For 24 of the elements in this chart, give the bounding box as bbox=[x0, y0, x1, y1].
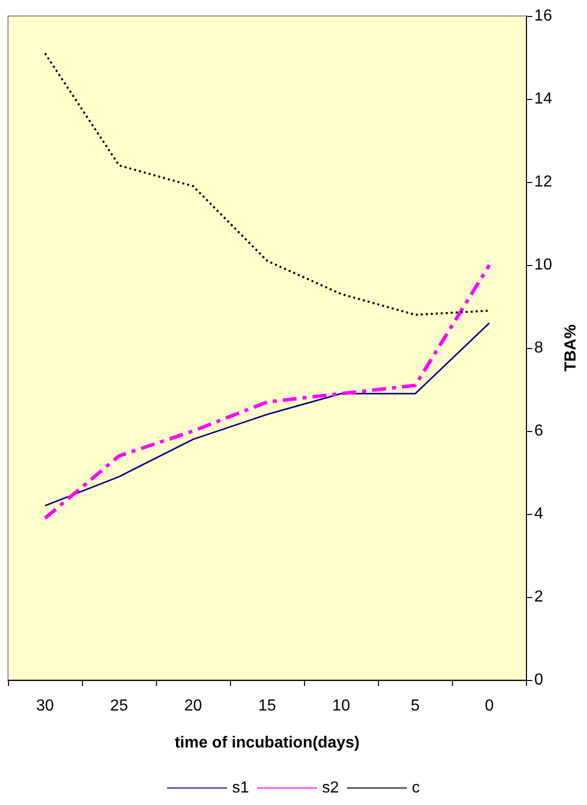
y-tick-label: 4 bbox=[534, 506, 544, 522]
x-axis-title: time of incubation(days) bbox=[174, 734, 360, 752]
legend-label: c bbox=[412, 780, 420, 796]
y-axis-title: TBA% bbox=[562, 324, 580, 372]
x-tick-label: 15 bbox=[258, 698, 276, 714]
y-tick-label: 14 bbox=[534, 90, 552, 108]
x-tick-label: 10 bbox=[332, 698, 350, 714]
x-tick-label: 5 bbox=[410, 698, 420, 714]
x-tick-label: 30 bbox=[36, 698, 54, 714]
y-tick-label: 8 bbox=[534, 340, 544, 356]
x-tick-label: 20 bbox=[184, 698, 202, 714]
y-tick-label: 16 bbox=[534, 8, 552, 24]
x-tick-label: 0 bbox=[484, 698, 494, 714]
y-tick-label: 10 bbox=[534, 256, 552, 274]
line-series bbox=[43, 263, 492, 520]
y-tick-label: 12 bbox=[534, 174, 552, 190]
y-tick-label: 2 bbox=[534, 588, 544, 606]
line-series bbox=[44, 52, 490, 316]
legend-label: s1 bbox=[232, 780, 250, 796]
x-tick-label: 25 bbox=[110, 698, 128, 714]
legend-label: s2 bbox=[322, 780, 339, 796]
y-tick-label: 0 bbox=[534, 672, 544, 688]
y-tick-label: 6 bbox=[534, 422, 544, 440]
line-series bbox=[44, 322, 490, 506]
